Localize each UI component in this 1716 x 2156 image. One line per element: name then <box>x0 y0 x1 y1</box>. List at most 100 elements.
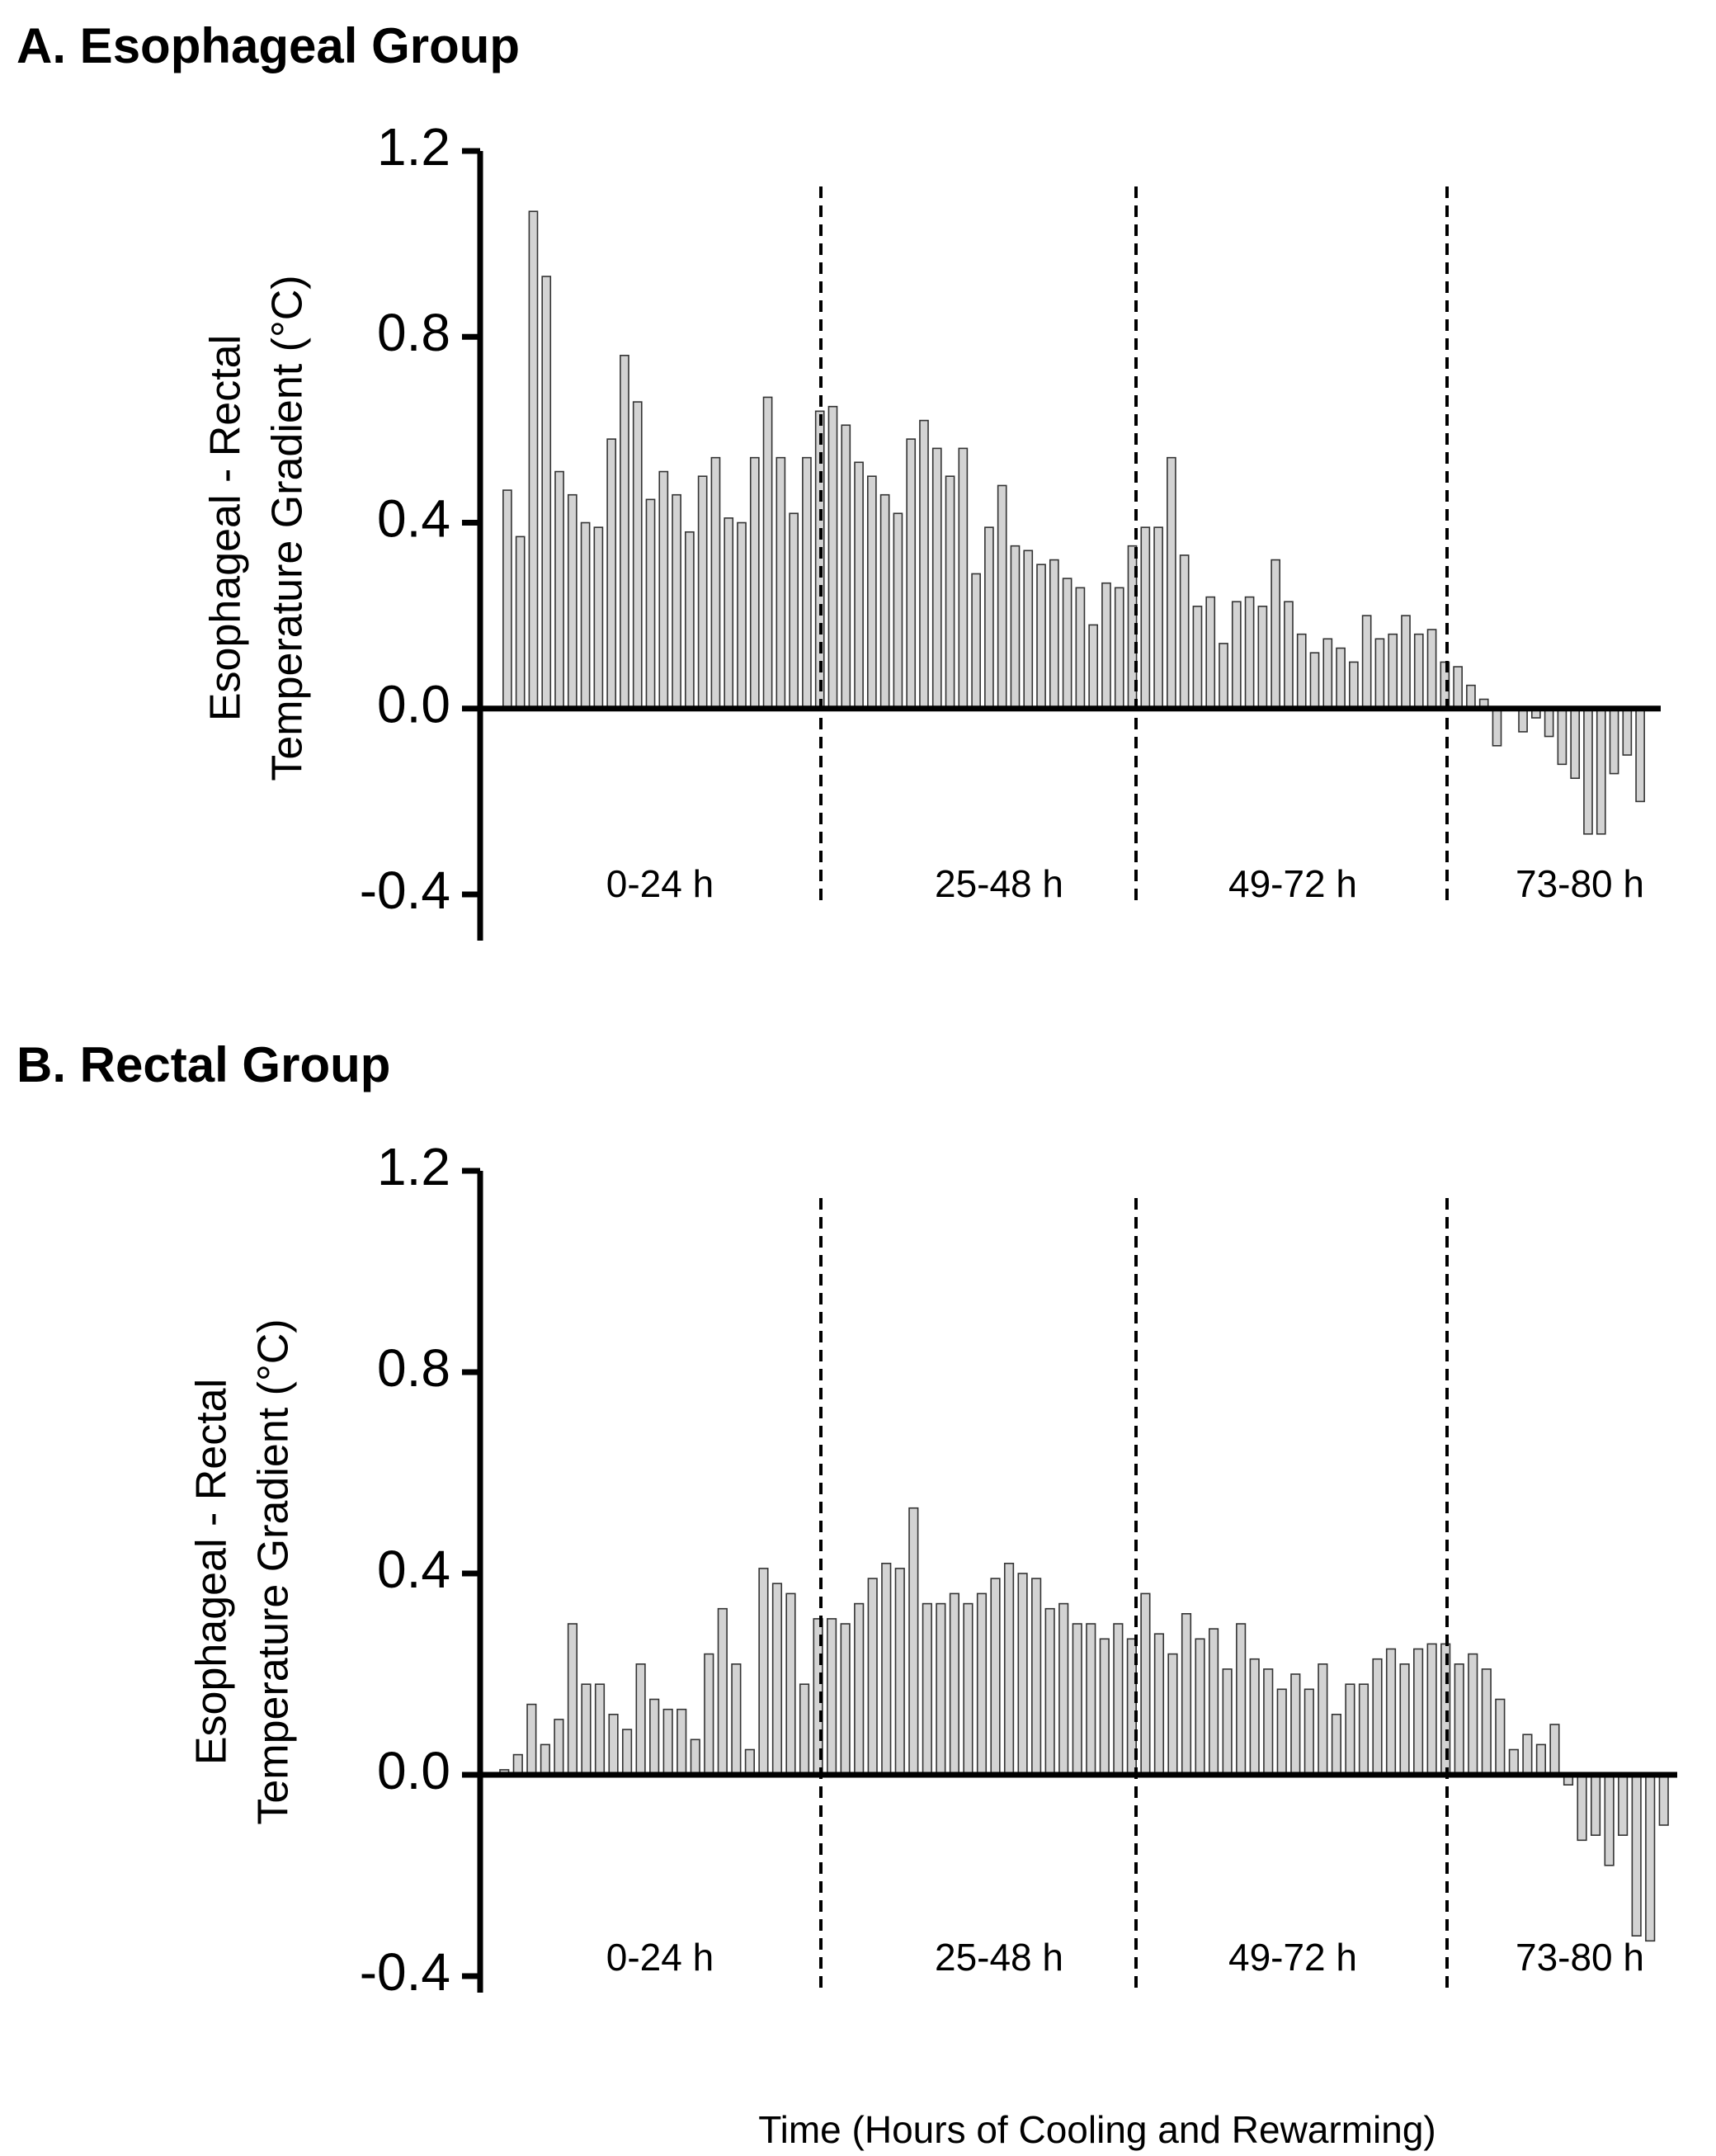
bar <box>1010 545 1021 710</box>
bar <box>1635 707 1645 803</box>
bar <box>541 276 552 710</box>
bar <box>528 210 539 710</box>
bar <box>881 1563 892 1776</box>
bar <box>1413 1648 1424 1776</box>
bar <box>502 489 512 710</box>
bar <box>1361 615 1372 710</box>
bar <box>1492 707 1502 747</box>
bar <box>1099 1638 1110 1776</box>
period-label: 49-72 h <box>1228 862 1357 905</box>
bar <box>1590 1774 1601 1836</box>
period-label: 0-24 h <box>606 862 714 905</box>
bar <box>1140 1592 1151 1776</box>
bar <box>1583 707 1593 835</box>
bar <box>949 1592 960 1776</box>
bar <box>1219 643 1228 710</box>
y-tick-label: 0.8 <box>377 303 450 362</box>
bar <box>771 1583 783 1776</box>
bar <box>697 475 708 710</box>
bar <box>1358 1683 1370 1776</box>
bar <box>1631 1774 1642 1937</box>
bar <box>1481 1668 1492 1776</box>
y-axis-label: Temperature Gradient (°C) <box>264 275 312 781</box>
bar <box>1044 1607 1055 1776</box>
bar <box>1088 624 1099 710</box>
bar <box>827 405 838 710</box>
bar <box>690 1738 700 1776</box>
bar <box>1257 606 1268 710</box>
bar <box>827 1618 837 1776</box>
bar <box>958 447 969 710</box>
bar <box>608 1714 619 1776</box>
bar <box>1596 707 1606 835</box>
bar <box>581 1683 592 1776</box>
bar <box>1284 601 1294 710</box>
bar <box>594 1683 606 1776</box>
bar <box>710 456 721 710</box>
bar <box>867 1578 878 1776</box>
bar <box>1618 1774 1629 1836</box>
bar <box>662 1708 673 1776</box>
bar <box>632 401 643 710</box>
bar <box>1101 582 1111 710</box>
bar <box>1290 1673 1301 1776</box>
bar <box>1062 578 1072 710</box>
y-axis-label: Esophageal - Rectal <box>202 335 250 721</box>
bar <box>672 493 681 710</box>
bar <box>731 1663 742 1776</box>
bar <box>971 573 981 710</box>
bar <box>1114 587 1124 710</box>
bar <box>1577 1774 1587 1842</box>
period-label: 49-72 h <box>1228 1936 1357 1979</box>
bar <box>554 1719 564 1776</box>
bar <box>1372 1658 1383 1776</box>
bar <box>1535 1743 1547 1776</box>
bar <box>1075 587 1086 710</box>
bar <box>1374 638 1385 710</box>
bar <box>1388 633 1398 710</box>
bar <box>744 1748 755 1776</box>
bar <box>1349 661 1359 710</box>
period-label: 25-48 h <box>935 1936 1063 1979</box>
bar <box>1003 1563 1015 1776</box>
y-tick-label: -0.4 <box>360 861 450 920</box>
bar <box>1622 707 1633 756</box>
bar <box>997 484 1007 710</box>
bar <box>704 1653 714 1776</box>
bar <box>515 535 526 710</box>
bar <box>758 1568 769 1776</box>
y-axis-label: Esophageal - Rectal <box>188 1379 236 1765</box>
bar <box>789 512 799 710</box>
bar <box>799 1683 810 1776</box>
bar <box>1345 1683 1355 1776</box>
period-label: 73-80 h <box>1516 1936 1644 1979</box>
bar <box>1304 1688 1314 1776</box>
bar <box>1604 1774 1615 1866</box>
bar <box>1153 526 1163 710</box>
bar <box>621 1729 633 1776</box>
bar <box>1331 1714 1341 1776</box>
bar <box>1167 1653 1178 1776</box>
bar <box>1181 1613 1192 1776</box>
bar <box>1645 1774 1656 1942</box>
bar <box>620 354 629 710</box>
bar <box>854 461 864 710</box>
bar <box>737 521 747 710</box>
bar <box>1270 559 1281 710</box>
bar <box>1426 1643 1437 1776</box>
bar <box>1385 1648 1397 1776</box>
bar <box>776 456 786 710</box>
bar <box>1309 652 1320 710</box>
bar <box>963 1602 974 1776</box>
bar <box>879 493 890 710</box>
bar <box>1031 1578 1042 1776</box>
bar <box>1508 1748 1519 1776</box>
bar <box>1401 615 1411 710</box>
bar <box>606 438 617 710</box>
bar <box>908 1507 919 1776</box>
bar <box>567 493 578 710</box>
bar <box>645 498 656 710</box>
bar <box>1549 1724 1560 1776</box>
bar <box>1244 596 1255 710</box>
